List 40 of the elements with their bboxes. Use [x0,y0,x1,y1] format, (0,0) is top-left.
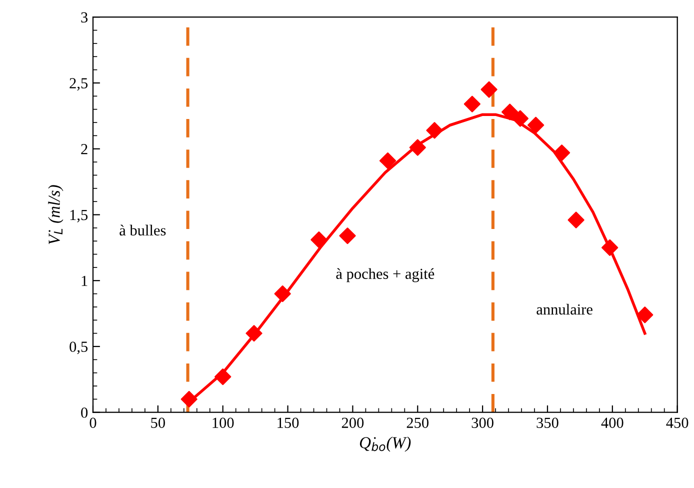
y-tick-label: 0,5 [70,342,88,354]
annotation: annulaire [536,304,592,315]
y-tick-label: 2,5 [70,78,88,91]
y-tick-label: 1,5 [70,210,88,222]
point [464,96,480,112]
x-tick-label: 250 [406,418,429,428]
x-tick-label: 400 [601,418,624,428]
y-tick-label: 2 [81,144,88,154]
y-axis-title: V̇$_{L}$ (ml/s) [48,185,64,244]
y-tick-label: 1 [82,276,88,286]
x-tick-label: 0 [90,418,96,428]
point [274,285,291,302]
x-tick-label: 450 [666,418,688,428]
x-tick-label: 300 [472,418,494,428]
y-tick-label: 0 [81,408,88,418]
point [246,325,262,342]
point [214,368,232,386]
point [568,212,584,228]
x-tick-label: 150 [278,418,299,428]
x-tick-label: 50 [151,418,165,428]
annotation: à poches + agité [336,268,434,282]
point [426,122,443,139]
point [180,390,198,408]
y-tick-label: 3 [81,12,88,23]
point [512,110,529,127]
point [553,144,570,162]
point [602,239,618,256]
point [502,104,518,120]
point [409,139,426,156]
x-axis-title: Q̇$_{bo}$(W) [360,436,411,452]
x-tick-label: 200 [342,418,364,428]
point [339,228,356,244]
annotation: à bulles [120,224,166,236]
point [480,81,498,98]
point [310,231,328,248]
x-tick-label: 350 [536,418,558,428]
x-tick-label: 100 [212,418,234,428]
point [379,152,396,169]
point [636,306,654,324]
point [528,116,544,134]
